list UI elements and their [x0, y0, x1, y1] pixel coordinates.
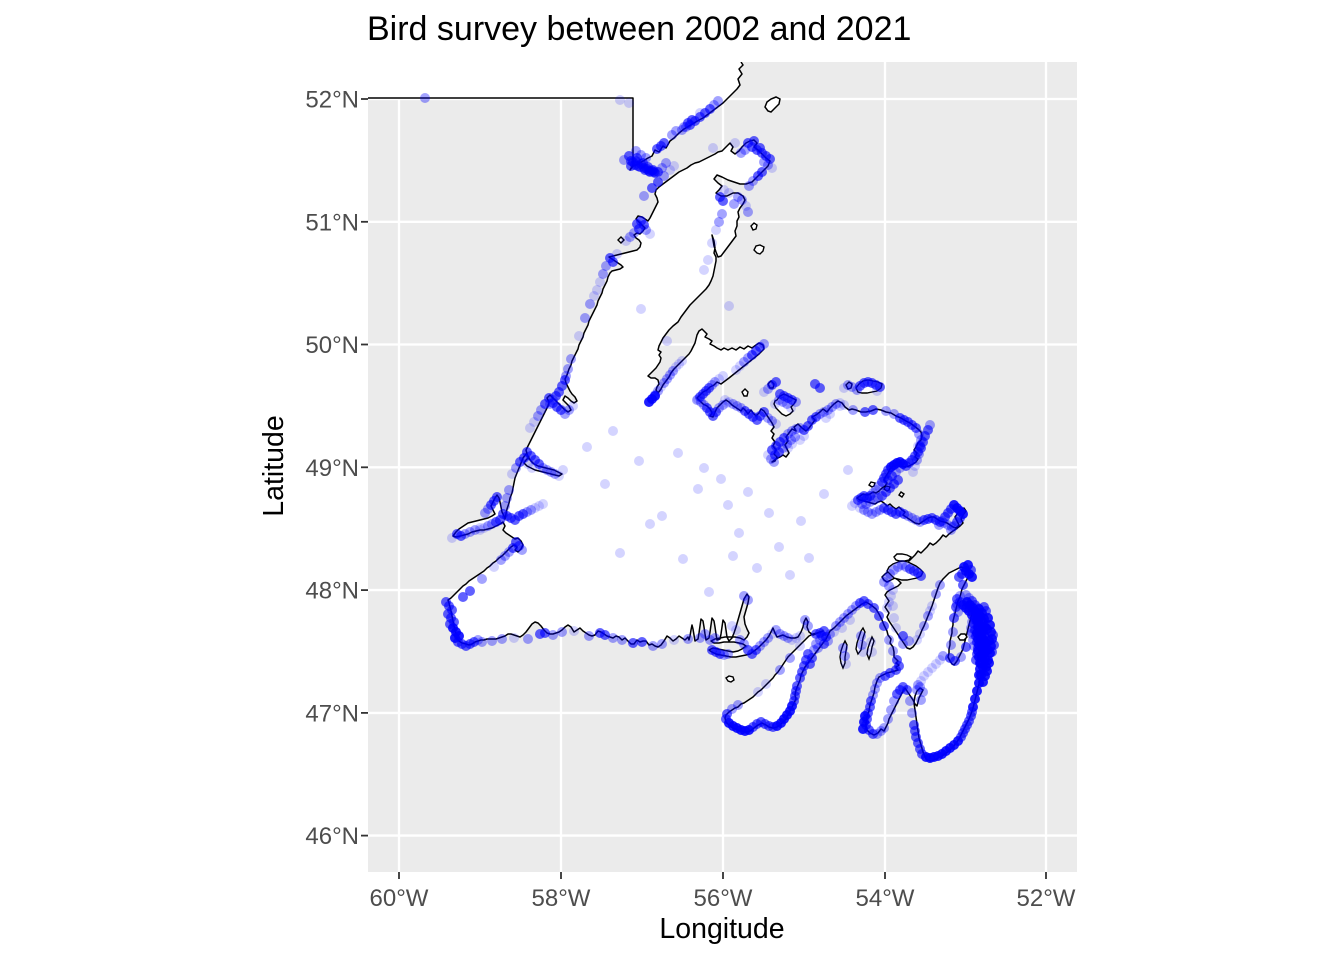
svg-text:48°N: 48°N: [305, 578, 359, 605]
svg-text:52°W: 52°W: [1017, 885, 1076, 912]
svg-text:50°N: 50°N: [305, 332, 359, 359]
svg-text:58°W: 58°W: [532, 885, 591, 912]
svg-text:46°N: 46°N: [305, 823, 359, 850]
svg-text:Longitude: Longitude: [659, 913, 784, 945]
svg-text:54°W: 54°W: [856, 885, 915, 912]
svg-text:49°N: 49°N: [305, 455, 359, 482]
svg-text:51°N: 51°N: [305, 209, 359, 236]
svg-text:47°N: 47°N: [305, 700, 359, 727]
svg-text:Latitude: Latitude: [258, 415, 290, 516]
svg-text:52°N: 52°N: [305, 87, 359, 114]
svg-text:56°W: 56°W: [694, 885, 753, 912]
svg-text:Bird survey between 2002 and 2: Bird survey between 2002 and 2021: [367, 10, 911, 48]
svg-text:60°W: 60°W: [370, 885, 429, 912]
